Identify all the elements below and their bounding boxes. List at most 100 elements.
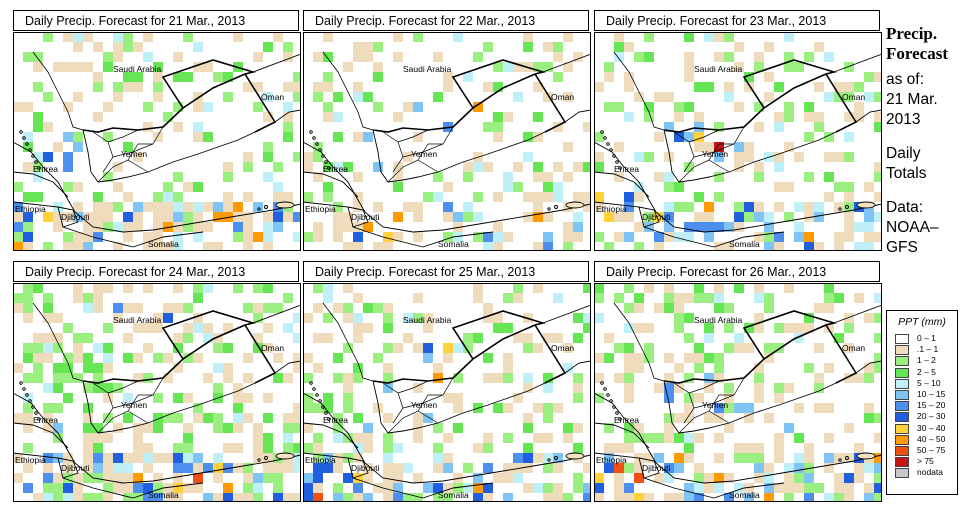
precip-cell [604,242,614,251]
precip-cell [443,232,453,242]
precip-map: Saudi Arabia Oman Yemen Eritrea Ethiopia Djib… [13,32,301,251]
precip-cell [373,483,383,493]
precip-cell [153,62,163,72]
precip-cell [13,102,23,112]
precip-cell [724,303,734,313]
country-label: Djibouti [351,212,379,222]
precip-cell [844,453,854,463]
precip-cell [604,443,614,453]
precip-cell [243,473,253,483]
precip-cell [473,212,483,222]
precip-cell [33,62,43,72]
province-border [417,394,443,412]
precip-cell [764,293,774,303]
precip-cell [543,242,553,251]
precip-cell [794,62,804,72]
precip-cell [864,232,874,242]
province-border [112,126,164,158]
map-frame [594,32,882,251]
coastline-africa [13,392,301,484]
map-svg: Saudi ArabiaOmanYemenEritreaEthiopiaDjib… [13,32,301,251]
precip-cell [333,162,343,172]
precip-cell [323,182,333,192]
precip-cell [784,32,794,42]
border-saudi-yemen [82,73,246,133]
precip-cell [463,72,473,82]
precip-cell [664,423,674,433]
precip-cell [433,443,443,453]
precip-cell [513,393,523,403]
precip-cell [594,393,604,403]
precip-cell [263,343,273,353]
precip-cell [644,343,654,353]
precip-cell [213,383,223,393]
precip-cell [123,493,133,502]
precip-cell [764,473,774,483]
precip-cell [33,122,43,132]
precip-cell [674,493,684,502]
precip-cell [543,373,553,383]
precip-cell [83,443,93,453]
precip-cell [664,172,674,182]
precip-cell [684,32,694,42]
precip-cell [844,212,854,222]
precip-cell [614,172,624,182]
legend-item: 1 – 2 [887,355,957,367]
precip-cell [594,192,604,202]
precip-cell [854,293,864,303]
island [257,207,261,211]
island [547,458,551,462]
country-label: Oman [842,92,865,102]
precip-cell [664,413,674,423]
precip-cell [203,373,213,383]
precip-cell [103,132,113,142]
precip-cell [784,463,794,473]
precip-cell [63,102,73,112]
precip-cell [63,242,73,251]
precip-cell [113,473,123,483]
precip-cell [163,373,173,383]
precip-cell [363,132,373,142]
precip-cell [533,433,543,443]
precip-cell [473,473,483,483]
precip-cell [73,202,83,212]
precip-cell [503,353,513,363]
country-label: Somalia [148,239,179,249]
precip-cell [53,493,63,502]
precip-cell [624,423,634,433]
precip-cell [704,413,714,423]
precip-cell [754,443,764,453]
precip-cell [93,303,103,313]
precip-cell [533,283,543,293]
province-border [693,126,745,158]
precip-cell [433,172,443,182]
precip-cell [43,333,53,343]
precip-cell [463,212,473,222]
precip-cell [403,152,413,162]
precip-cell [674,413,684,423]
precip-cell [513,162,523,172]
precip-cell [403,202,413,212]
precip-cell [664,303,674,313]
precip-cell [563,32,573,42]
precip-cell [203,242,213,251]
precip-cell [493,473,503,483]
precip-cell [473,443,483,453]
map-frame [594,283,882,502]
island [309,381,313,385]
precip-cell [704,293,714,303]
precip-cell [523,42,533,52]
legend-label: 30 – 40 [917,422,946,433]
precip-cell [383,383,393,393]
precip-cell [203,493,213,502]
precip-cell [563,62,573,72]
border-somalia [713,482,785,499]
boundaries [594,51,882,248]
precip-cell [153,493,163,502]
precip-cell [343,222,353,232]
precip-cell [864,373,874,383]
island [312,387,316,391]
precip-cell [724,393,734,403]
precip-cell [634,242,644,251]
precip-cell [624,353,634,363]
